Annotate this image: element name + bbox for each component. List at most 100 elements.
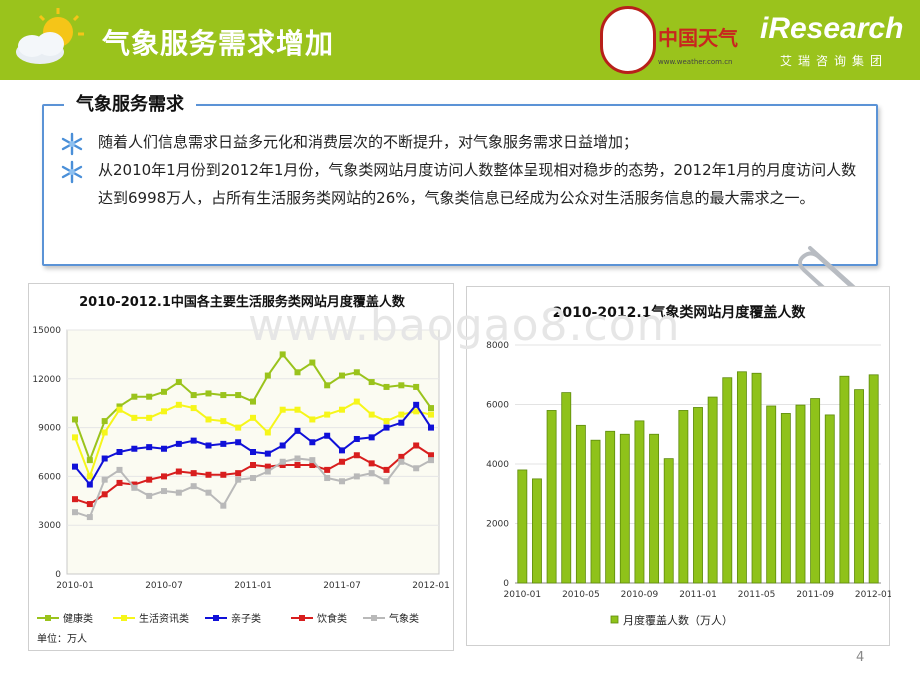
- bar: [707, 396, 718, 584]
- data-point: [428, 424, 434, 431]
- data-point: [175, 401, 182, 408]
- y-tick-label: 4000: [486, 460, 509, 470]
- data-point: [309, 359, 316, 366]
- data-point: [161, 445, 167, 452]
- data-point: [368, 434, 375, 441]
- data-point: [264, 468, 271, 475]
- bar: [722, 377, 733, 584]
- chart-title: 2010-2012.1气象类网站月度覆盖人数: [553, 304, 807, 321]
- x-tick-label: 2010-07: [145, 581, 183, 591]
- bar: [619, 433, 630, 584]
- data-point: [279, 351, 286, 358]
- bar: [663, 458, 674, 584]
- y-tick-label: 15000: [32, 326, 61, 336]
- bar: [561, 392, 572, 584]
- data-point: [428, 405, 434, 412]
- legend-marker: [371, 615, 377, 621]
- x-tick-label: 2010-09: [621, 590, 659, 600]
- chart-title: 2010-2012.1中国各主要生活服务类网站月度覆盖人数: [79, 294, 406, 310]
- data-point: [116, 449, 123, 455]
- y-tick-label: 6000: [38, 472, 61, 482]
- bar: [795, 404, 806, 584]
- y-tick-label: 3000: [38, 521, 61, 531]
- iresearch-logo-cn: 艾瑞咨询集团: [780, 54, 889, 68]
- data-point: [190, 483, 197, 490]
- data-point: [220, 471, 227, 478]
- snowflake-icon: [61, 160, 83, 184]
- line-chart-panel: 2010-2012.1中国各主要生活服务类网站月度覆盖人数 0 3000 6000 90…: [28, 283, 454, 651]
- data-point: [86, 457, 93, 464]
- data-point: [383, 478, 390, 485]
- data-point: [72, 496, 78, 503]
- bullet-text: 随着人们信息需求日益多元化和消费层次的不断提升，对气象服务需求日益增加；: [98, 133, 639, 151]
- china-weather-logo-text: 中国天气: [658, 26, 738, 50]
- y-tick-label: 2000: [486, 520, 509, 530]
- seal-icon: [600, 6, 656, 74]
- data-point: [131, 481, 138, 488]
- legend-marker: [45, 615, 51, 621]
- data-point: [309, 457, 316, 464]
- data-point: [309, 416, 316, 423]
- data-point: [413, 401, 420, 408]
- data-point: [339, 447, 345, 454]
- data-point: [161, 388, 167, 395]
- x-tick-label: 2010-01: [504, 590, 542, 600]
- data-point: [428, 452, 434, 459]
- data-point: [190, 470, 197, 477]
- data-point: [235, 476, 242, 483]
- x-tick-label: 2011-07: [323, 581, 361, 591]
- y-tick-label: 12000: [32, 375, 61, 385]
- bar: [780, 413, 791, 584]
- x-tick-label: 2012-01: [412, 581, 450, 591]
- data-point: [353, 398, 360, 405]
- x-tick-label: 2011-01: [234, 581, 272, 591]
- data-point: [146, 444, 153, 451]
- bullet-item: 从2010年1月份到2012年1月份，气象类网站月度访问人数整体呈现相对稳步的态…: [60, 156, 870, 212]
- bar: [517, 469, 528, 584]
- data-point: [101, 476, 108, 483]
- data-point: [72, 434, 78, 441]
- data-point: [324, 475, 331, 482]
- legend-label: 健康类: [63, 612, 93, 625]
- bar: [868, 374, 879, 584]
- data-point: [175, 489, 182, 496]
- data-point: [116, 406, 123, 413]
- data-point: [86, 501, 93, 508]
- data-point: [72, 463, 78, 470]
- x-tick-label: 2011-05: [738, 590, 776, 600]
- data-point: [250, 462, 256, 469]
- data-point: [324, 382, 331, 389]
- bar: [751, 372, 762, 584]
- data-point: [250, 475, 256, 482]
- data-point: [368, 379, 375, 386]
- iresearch-logo: iResearch 艾瑞咨询集团: [760, 10, 910, 70]
- legend-label: 亲子类: [231, 612, 261, 625]
- bar: [824, 414, 835, 584]
- data-point: [146, 393, 153, 400]
- bar: [766, 405, 777, 584]
- x-tick-label: 2010-05: [562, 590, 600, 600]
- line-chart: 2010-2012.1中国各主要生活服务类网站月度覆盖人数 0 3000 6000 90…: [32, 294, 450, 645]
- data-point: [279, 406, 286, 413]
- data-point: [101, 418, 108, 425]
- x-tick-label: 2011-09: [796, 590, 834, 600]
- x-tick-label: 2010-01: [56, 581, 94, 591]
- bar-chart: 2010-2012.1气象类网站月度覆盖人数 0 2000 4000 6000 8000 2…: [486, 304, 892, 627]
- data-point: [131, 393, 138, 400]
- data-point: [383, 424, 390, 431]
- legend-label: 饮食类: [317, 612, 347, 625]
- bar: [532, 478, 542, 584]
- data-point: [101, 491, 108, 498]
- data-point: [146, 492, 153, 499]
- legend-marker: [213, 615, 219, 621]
- data-point: [294, 369, 301, 376]
- data-point: [398, 453, 405, 460]
- data-point: [220, 440, 227, 447]
- china-weather-logo: 中国天气 www.weather.com.cn: [600, 6, 750, 74]
- data-point: [235, 470, 242, 477]
- iresearch-logo-text: iResearch: [760, 12, 904, 45]
- y-tick-label: 9000: [38, 424, 61, 434]
- data-point: [205, 442, 212, 449]
- bar: [590, 439, 601, 584]
- data-point: [339, 406, 345, 413]
